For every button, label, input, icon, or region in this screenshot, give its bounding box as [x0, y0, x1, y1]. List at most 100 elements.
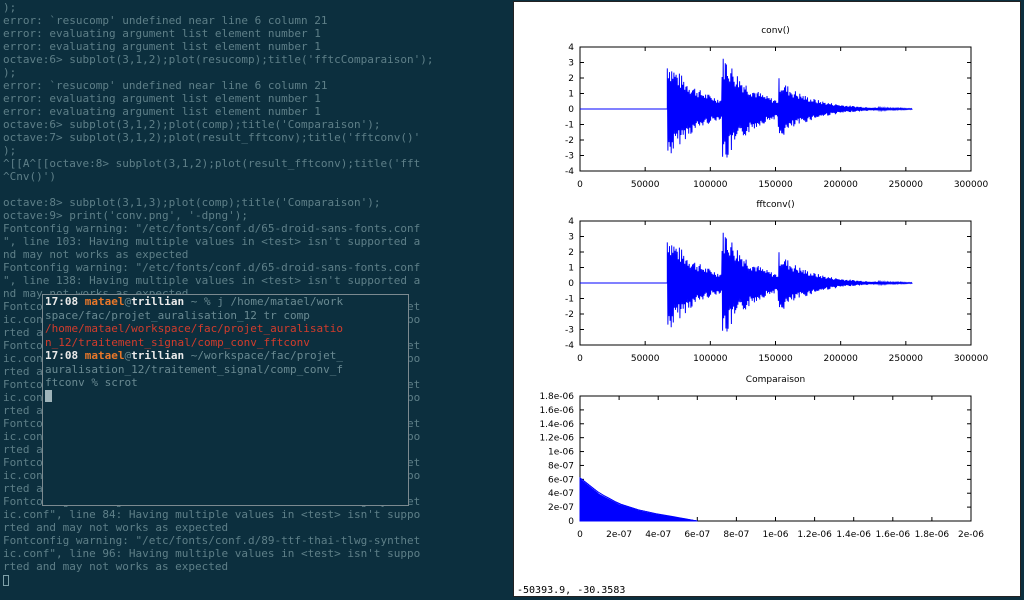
y-tick-label: 1.8e-06 [539, 392, 574, 402]
plot-frame [579, 395, 972, 522]
x-tick-label: 8e-07 [723, 530, 749, 540]
prompt-time: 17:08 [45, 295, 79, 308]
command-continuation: space/fac/projet_auralisation_12 tr comp [45, 308, 310, 322]
plot-title: Comparaison [746, 375, 805, 385]
terminal-cursor [3, 575, 9, 586]
command-output: /home/matael/workspace/fac/projet_aurali… [45, 322, 344, 335]
y-tick-label: 2 [568, 248, 574, 258]
y-tick-label: -1 [565, 121, 574, 131]
x-tick-label: 2e-06 [958, 530, 984, 540]
command-output-continuation: n_12/traitement_signal/comp_conv_fftconv [45, 335, 310, 349]
x-tick-label: 200000 [823, 354, 858, 364]
prompt-at: @ [124, 295, 132, 308]
prompt-line: 17:08 matael@trillian ~ % j /home/matael… [43, 295, 408, 309]
figure-canvas[interactable]: conv()0 50000 100000 150000 200000 250000 3000… [514, 2, 1020, 596]
input-line[interactable] [43, 389, 408, 404]
x-tick-label: 0 [577, 180, 583, 190]
y-tick-label: 6e-07 [548, 475, 574, 485]
y-tick-label: 2 [568, 74, 574, 84]
y-tick-label: 1 [568, 90, 574, 100]
x-tick-label: 1.6e-06 [876, 530, 911, 540]
y-tick-label: 1.6e-06 [539, 406, 574, 416]
terminal-line: ^Cnv()') [3, 170, 56, 183]
terminal-line: error: evaluating argument list element … [3, 92, 321, 105]
y-tick-label: -1 [565, 295, 574, 305]
terminal-line: nd may not works as expected [3, 248, 189, 261]
y-tick-label: 4 [568, 43, 574, 53]
x-tick-label: 6e-07 [684, 530, 710, 540]
signal-series [580, 232, 913, 332]
y-tick-label: 4 [568, 217, 574, 227]
y-tick-label: 4e-07 [548, 489, 574, 499]
y-tick-label: -3 [565, 326, 574, 336]
y-tick-label: 1.4e-06 [539, 420, 574, 430]
terminal-line: ); [3, 144, 17, 157]
floating-terminal[interactable]: 17:08 matael@trillian ~ % j /home/matael… [42, 294, 409, 506]
x-tick-label: 1.4e-06 [836, 530, 871, 540]
terminal-line: Fontconfig warning: "/etc/fonts/conf.d/6… [3, 222, 421, 235]
terminal-line: error: evaluating argument list element … [3, 40, 321, 53]
prompt-user-2: matael [84, 349, 125, 362]
prompt-user: matael [84, 295, 125, 308]
prompt-command-2: ftconv % scrot [45, 376, 138, 389]
terminal-line: ic.conf", line 84: Having multiple value… [3, 508, 421, 521]
x-tick-label: 200000 [823, 180, 858, 190]
x-tick-label: 100000 [693, 180, 728, 190]
x-tick-label: 1.2e-06 [797, 530, 832, 540]
terminal-line: rted and may not works as expected [3, 521, 229, 534]
y-tick-label: 1e-06 [548, 448, 574, 458]
terminal-line: Fontconfig warning: "/etc/fonts/conf.d/8… [3, 534, 421, 547]
y-tick-label: -2 [565, 136, 574, 146]
prompt-host: trillian [131, 295, 185, 308]
terminal-line: ", line 103: Having multiple values in <… [3, 235, 421, 248]
y-tick-label: 1.2e-06 [539, 434, 574, 444]
block-cursor [45, 389, 52, 402]
x-tick-label: 250000 [889, 354, 924, 364]
terminal-line: Fontconfig warning: "/etc/fonts/conf.d/6… [3, 261, 421, 274]
prompt-path-continuation: auralisation_12/traitement_signal/comp_c… [45, 362, 344, 376]
y-tick-label: 0 [568, 517, 574, 527]
terminal-line: error: evaluating argument list element … [3, 27, 321, 40]
y-tick-label: -4 [565, 167, 574, 177]
prompt-path: ~ % [184, 295, 218, 308]
x-tick-label: 300000 [954, 180, 989, 190]
y-tick-label: 1 [568, 264, 574, 274]
y-tick-label: 0 [568, 279, 574, 289]
y-tick-label: 8e-07 [548, 461, 574, 471]
cursor-coordinates: -50393.9, -30.3583 [517, 585, 626, 596]
x-tick-label: 150000 [758, 180, 793, 190]
y-tick-label: 3 [568, 233, 574, 243]
x-tick-label: 1e-06 [763, 530, 789, 540]
x-tick-label: 0 [577, 354, 583, 364]
x-tick-label: 300000 [954, 354, 989, 364]
terminal-line: error: `resucomp' undefined near line 6 … [3, 14, 328, 27]
y-tick-label: -2 [565, 310, 574, 320]
terminal-line: ^[[A^[[octave:8> subplot(3,1,2);plot(res… [3, 157, 421, 170]
y-tick-label: 2e-07 [548, 503, 574, 513]
prompt-at-2: @ [124, 349, 132, 362]
y-tick-label: 3 [568, 59, 574, 69]
y-tick-label: -3 [565, 152, 574, 162]
octave-figure-window[interactable]: conv() 0 50000 100000 150000 200000 250000 3000… [513, 1, 1021, 597]
terminal-line: ", line 138: Having multiple values in <… [3, 274, 421, 287]
prompt-line-2: 17:08 matael@trillian ~/workspace/fac/pr… [43, 349, 408, 363]
prompt-time-2: 17:08 [45, 349, 79, 362]
terminal-line: error: evaluating argument list element … [3, 105, 321, 118]
x-tick-label: 2e-07 [606, 530, 632, 540]
x-tick-label: 100000 [693, 354, 728, 364]
x-tick-label: 250000 [889, 180, 924, 190]
terminal-line: octave:6> subplot(3,1,2);plot(resucomp);… [3, 53, 434, 66]
x-tick-label: 50000 [631, 354, 660, 364]
y-tick-label: 0 [568, 105, 574, 115]
terminal-line: ); [3, 66, 17, 79]
x-tick-label: 4e-07 [645, 530, 671, 540]
terminal-line: rted and may not works as expected [3, 560, 229, 573]
comparison-area [579, 478, 698, 522]
x-tick-label: 50000 [631, 180, 660, 190]
terminal-line: octave:9> print('conv.png', '-dpng'); [3, 209, 249, 222]
x-tick-label: 150000 [758, 354, 793, 364]
terminal-line: error: `resucomp' undefined near line 6 … [3, 79, 328, 92]
y-tick-label: -4 [565, 341, 574, 351]
prompt-path-2: ~/workspace/fac/projet_ [184, 349, 344, 362]
prompt-host-2: trillian [131, 349, 185, 362]
